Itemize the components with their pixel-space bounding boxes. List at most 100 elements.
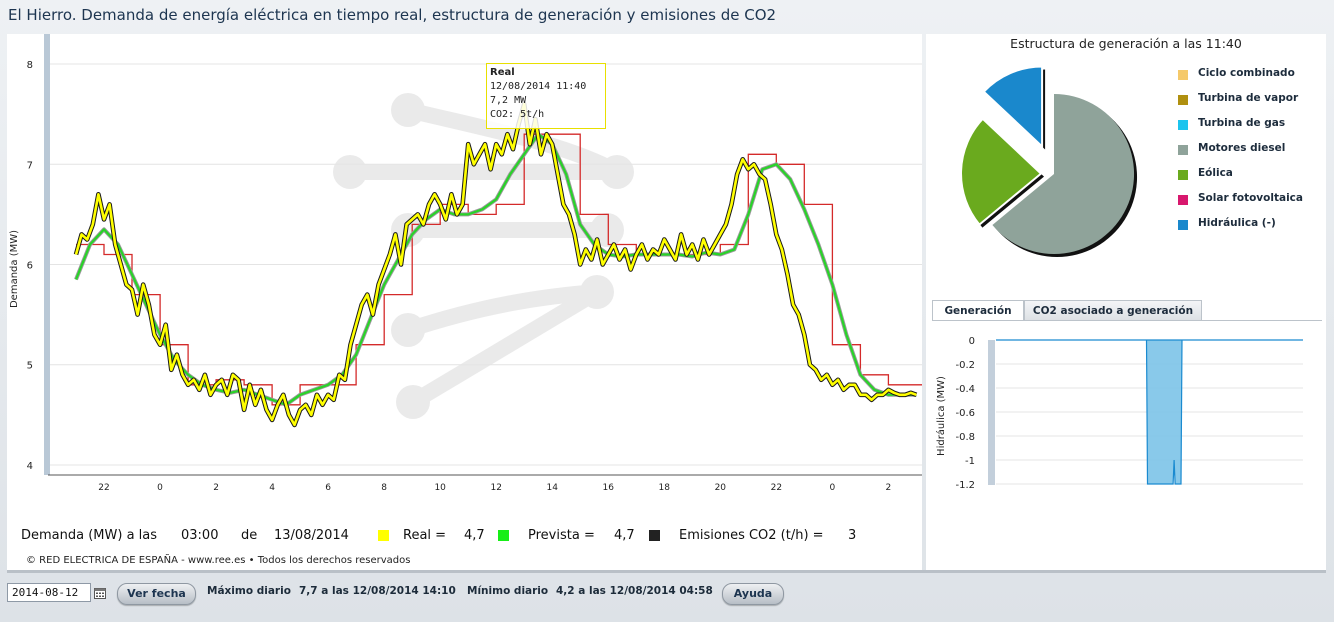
hidraulica-y-axis-label: Hidráulica (MW) bbox=[935, 376, 947, 456]
legend-label: Turbina de vapor bbox=[1198, 92, 1299, 104]
legend-swatch bbox=[1178, 120, 1188, 130]
generation-panel: Estructura de generación a las 11:40 Cic… bbox=[926, 34, 1326, 570]
summary-date: 13/08/2014 bbox=[274, 528, 349, 543]
hidraulica-y-tick-label: -0.4 bbox=[955, 384, 975, 395]
y-tick-label: 6 bbox=[27, 261, 33, 272]
tab-divider bbox=[932, 320, 1322, 321]
legend-swatch bbox=[1178, 95, 1188, 105]
tab-co2[interactable]: CO2 asociado a generación bbox=[1024, 300, 1202, 321]
legend-swatch bbox=[1178, 145, 1188, 155]
tooltip-co2: CO2: 5t/h bbox=[490, 109, 545, 120]
y-axis-bar bbox=[44, 34, 50, 475]
hidraulica-y-tick-label: -0.6 bbox=[955, 408, 975, 419]
maximo-value: 7,7 a las 12/08/2014 14:10 bbox=[299, 585, 456, 597]
legend-swatch bbox=[1178, 70, 1188, 80]
maximo-label: Máximo diario bbox=[207, 585, 291, 597]
ver-fecha-button[interactable]: Ver fecha bbox=[117, 583, 196, 605]
legend-item: Turbina de gas bbox=[1178, 117, 1286, 130]
legend-item: Motores diesel bbox=[1178, 142, 1286, 155]
date-input[interactable] bbox=[7, 583, 91, 602]
prevista-swatch bbox=[498, 530, 509, 541]
copyright: © RED ELECTRICA DE ESPAÑA - www.ree.es •… bbox=[26, 555, 411, 566]
page-title: El Hierro. Demanda de energía eléctrica … bbox=[8, 6, 777, 24]
x-tick-label: 22 bbox=[98, 483, 109, 493]
legend-item: Solar fotovoltaica bbox=[1178, 192, 1303, 205]
summary-de: de bbox=[241, 528, 258, 543]
ayuda-button[interactable]: Ayuda bbox=[722, 583, 784, 605]
tab-generacion[interactable]: Generación bbox=[932, 300, 1024, 321]
minimo-value: 4,2 a las 12/08/2014 04:58 bbox=[556, 585, 713, 597]
legend-label: Solar fotovoltaica bbox=[1198, 192, 1303, 204]
legend-item: Hidráulica (-) bbox=[1178, 217, 1276, 230]
summary-time: 03:00 bbox=[181, 528, 219, 543]
hidraulica-chart: 0 -0.2 -0.4 -0.6 -0.8 -1 -1.2 Hidráulica (MW) bbox=[935, 336, 1303, 491]
x-tick-label: 0 bbox=[829, 483, 835, 493]
emisiones-label: Emisiones CO2 (t/h) = bbox=[679, 528, 824, 543]
x-tick-label: 6 bbox=[325, 483, 331, 493]
hidraulica-area bbox=[996, 339, 1303, 485]
tooltip-value: 7,2 MW bbox=[490, 95, 527, 106]
panel-shadow bbox=[7, 570, 1326, 573]
hidraulica-y-tick-label: 0 bbox=[969, 336, 975, 347]
legend-item: Turbina de vapor bbox=[1178, 92, 1299, 105]
x-tick-label: 22 bbox=[771, 483, 782, 493]
legend-item: Ciclo combinado bbox=[1178, 67, 1295, 80]
y-tick-label: 5 bbox=[27, 361, 33, 372]
prevista-value: 4,7 bbox=[614, 528, 635, 543]
y-tick-label: 8 bbox=[27, 60, 33, 71]
legend-label: Hidráulica (-) bbox=[1198, 217, 1276, 229]
series-prevista-line bbox=[74, 133, 917, 406]
x-tick-label: 18 bbox=[659, 483, 671, 493]
y-tick-label: 4 bbox=[27, 461, 33, 472]
series-real-line bbox=[74, 102, 917, 427]
real-label: Real = bbox=[403, 528, 447, 543]
hidraulica-y-tick-label: -1 bbox=[965, 456, 975, 467]
demand-y-axis-label: Demanda (MW) bbox=[9, 230, 20, 308]
legend-label: Turbina de gas bbox=[1198, 117, 1286, 129]
hidraulica-grid: 0 -0.2 -0.4 -0.6 -0.8 -1 -1.2 bbox=[955, 336, 1303, 491]
x-tick-label: 8 bbox=[381, 483, 387, 493]
hidraulica-y-tick-label: -1.2 bbox=[955, 480, 975, 491]
x-tick-label: 2 bbox=[213, 483, 219, 493]
legend-label: Motores diesel bbox=[1198, 142, 1286, 154]
tooltip-datetime: 12/08/2014 11:40 bbox=[490, 81, 587, 92]
summary-label: Demanda (MW) a las bbox=[21, 528, 158, 543]
demand-chart: 4 5 6 7 8 22 0 2 4 6 8 10 12 14 16 18 20 22 0 2 Demanda (MW… bbox=[9, 34, 922, 493]
x-tick-label: 4 bbox=[269, 483, 275, 493]
emisiones-swatch bbox=[649, 530, 660, 541]
prevista-label: Prevista = bbox=[528, 528, 595, 543]
emisiones-value: 3 bbox=[848, 528, 857, 543]
calendar-icon[interactable] bbox=[94, 587, 106, 599]
y-tick-label: 7 bbox=[27, 160, 33, 171]
legend-swatch bbox=[1178, 220, 1188, 230]
pie-slice-3 bbox=[982, 65, 1044, 149]
hidraulica-y-tick-label: -0.8 bbox=[955, 432, 975, 443]
chart-tooltip: Real 12/08/2014 11:40 7,2 MW CO2: 5t/h bbox=[486, 63, 606, 129]
demand-axes: 4 5 6 7 8 22 0 2 4 6 8 10 12 14 16 18 20 22 0 2 bbox=[27, 34, 922, 493]
pie-title: Estructura de generación a las 11:40 bbox=[1010, 36, 1242, 51]
x-tick-label: 14 bbox=[547, 483, 559, 493]
pie-chart bbox=[960, 65, 1138, 257]
x-tick-label: 10 bbox=[434, 483, 446, 493]
x-tick-label: 2 bbox=[886, 483, 892, 493]
hidraulica-y-axis-bar bbox=[988, 340, 995, 485]
demand-series bbox=[73, 101, 922, 428]
demand-panel: 4 5 6 7 8 22 0 2 4 6 8 10 12 14 16 18 20 22 0 2 Demanda (MW… bbox=[7, 34, 922, 570]
legend-label: Ciclo combinado bbox=[1198, 67, 1295, 79]
legend-swatch bbox=[1178, 195, 1188, 205]
pie-slice-2 bbox=[960, 117, 1043, 227]
x-tick-label: 16 bbox=[603, 483, 615, 493]
legend-item: Eólica bbox=[1178, 167, 1233, 180]
real-swatch bbox=[378, 530, 389, 541]
hidraulica-series bbox=[996, 339, 1303, 485]
real-value: 4,7 bbox=[464, 528, 485, 543]
pie-slice-1 bbox=[992, 93, 1135, 254]
minimo-label: Mínimo diario bbox=[467, 585, 549, 597]
tooltip-title: Real bbox=[490, 67, 515, 78]
legend-label: Eólica bbox=[1198, 167, 1233, 179]
x-tick-label: 0 bbox=[157, 483, 163, 493]
legend-swatch bbox=[1178, 170, 1188, 180]
x-tick-label: 20 bbox=[715, 483, 727, 493]
x-tick-label: 12 bbox=[490, 483, 501, 493]
